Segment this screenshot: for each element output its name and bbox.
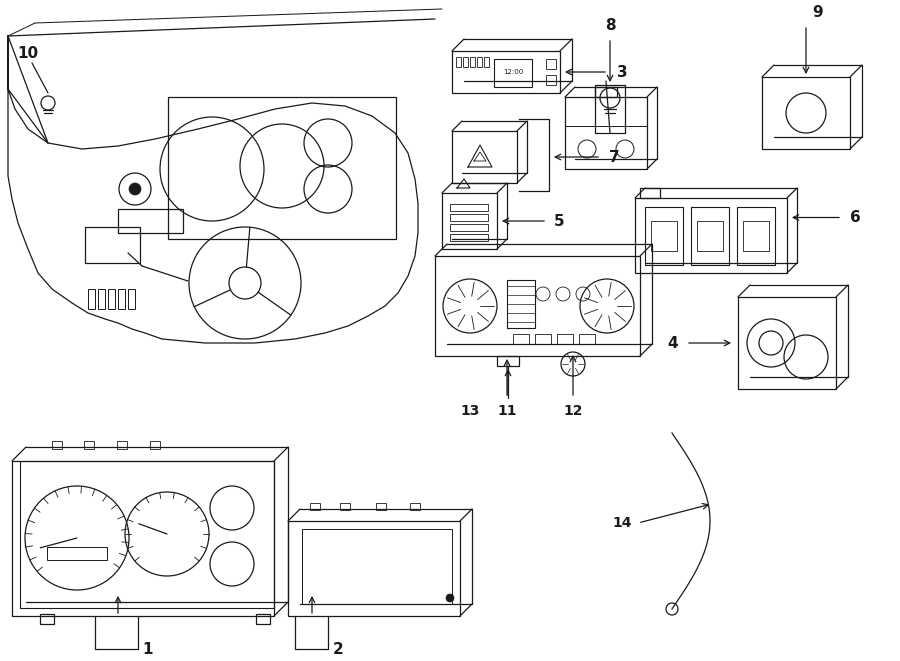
Text: 8: 8 (605, 17, 616, 32)
Bar (40, 614, 54, 624)
Bar (557, 334, 573, 344)
Bar (452, 131, 517, 183)
Bar (640, 188, 660, 198)
Bar (108, 289, 115, 309)
Text: 5: 5 (554, 214, 564, 229)
Bar (743, 221, 769, 251)
Bar (12, 461, 274, 616)
Bar (635, 198, 787, 273)
Bar (738, 297, 836, 389)
Bar (98, 289, 105, 309)
Bar (450, 234, 488, 241)
Text: 11: 11 (497, 404, 517, 418)
Text: 4: 4 (668, 336, 679, 350)
Bar (507, 280, 535, 328)
Bar (697, 221, 723, 251)
Bar (442, 193, 497, 249)
Text: 13: 13 (460, 404, 480, 418)
Text: 1: 1 (143, 641, 153, 656)
Bar (128, 289, 135, 309)
Bar (691, 207, 729, 265)
Bar (410, 503, 420, 510)
Bar (737, 207, 775, 265)
Circle shape (129, 183, 141, 195)
Text: 14: 14 (612, 516, 632, 530)
Bar (546, 59, 556, 69)
Bar (595, 87, 617, 97)
Bar (484, 57, 489, 67)
Text: 6: 6 (850, 210, 860, 225)
Bar (463, 57, 468, 67)
Bar (88, 289, 95, 309)
Bar (595, 85, 625, 133)
Text: 12: 12 (563, 404, 583, 418)
Bar (376, 503, 386, 510)
Bar (168, 97, 396, 239)
Bar (645, 207, 683, 265)
Bar (452, 51, 560, 93)
Bar (310, 503, 320, 510)
Bar (85, 227, 140, 263)
Bar (118, 289, 125, 309)
Bar (288, 521, 460, 616)
Bar (450, 224, 488, 231)
Text: 3: 3 (616, 65, 627, 79)
Bar (494, 59, 532, 87)
Bar (117, 441, 127, 449)
Bar (535, 334, 551, 344)
Bar (651, 221, 677, 251)
Bar (513, 334, 529, 344)
Bar (477, 57, 482, 67)
Text: 10: 10 (17, 46, 39, 61)
Text: 9: 9 (813, 5, 824, 20)
Bar (470, 57, 475, 67)
Bar (52, 441, 62, 449)
Bar (435, 256, 640, 356)
Circle shape (446, 594, 454, 602)
Text: 2: 2 (333, 641, 344, 656)
Bar (340, 503, 350, 510)
Bar (20, 461, 274, 608)
Bar (150, 441, 160, 449)
Bar (302, 529, 452, 604)
Text: 12:00: 12:00 (503, 69, 523, 75)
Bar (256, 614, 270, 624)
Bar (456, 57, 461, 67)
Bar (450, 214, 488, 221)
Bar (565, 97, 647, 169)
Bar (762, 77, 850, 149)
Bar (546, 75, 556, 85)
Bar (579, 334, 595, 344)
Bar (84, 441, 94, 449)
Bar (118, 209, 183, 233)
Text: 7: 7 (608, 149, 619, 165)
Bar (47, 547, 107, 560)
Bar (497, 356, 519, 366)
Bar (450, 204, 488, 211)
